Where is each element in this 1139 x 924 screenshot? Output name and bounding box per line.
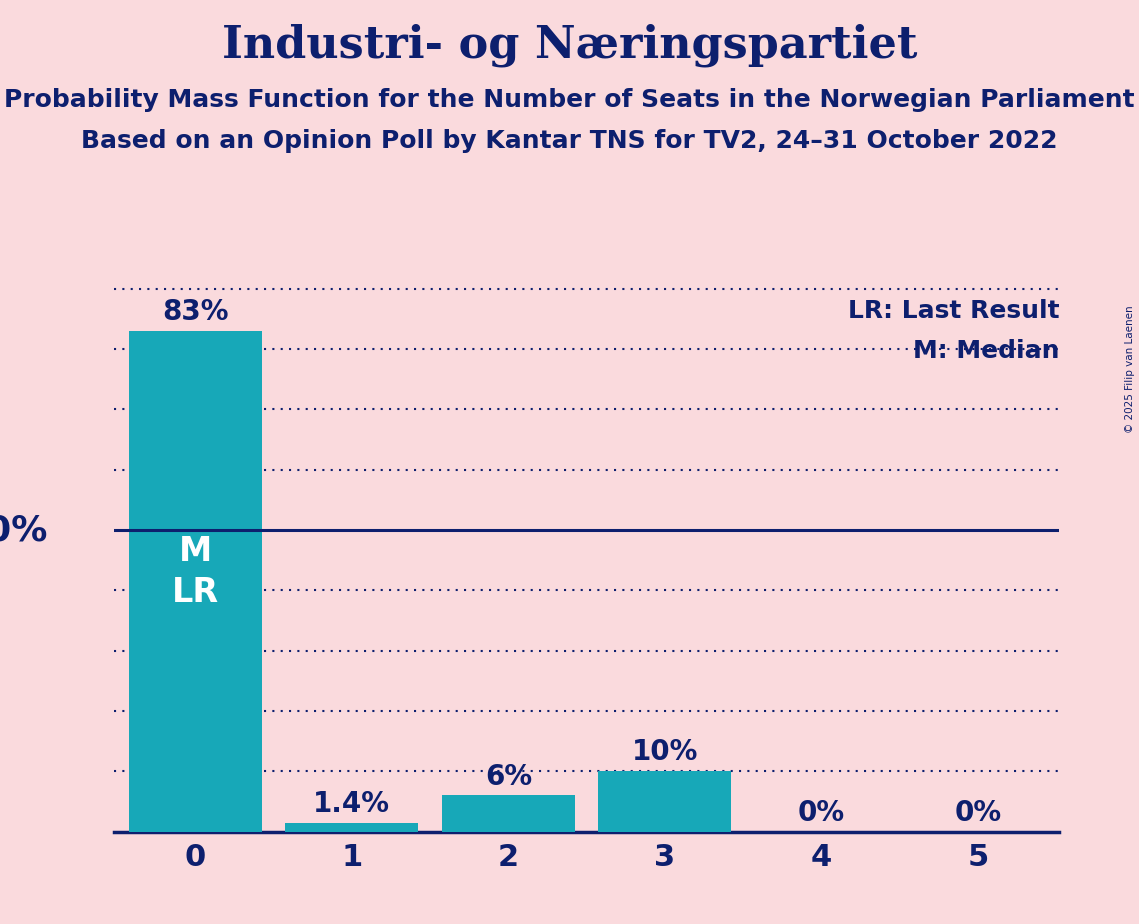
Text: Based on an Opinion Poll by Kantar TNS for TV2, 24–31 October 2022: Based on an Opinion Poll by Kantar TNS f… xyxy=(81,129,1058,153)
Text: 0%: 0% xyxy=(954,798,1001,827)
Bar xyxy=(285,823,418,832)
Text: Industri- og Næringspartiet: Industri- og Næringspartiet xyxy=(222,23,917,67)
Text: M
LR: M LR xyxy=(172,535,219,609)
Text: M: Median: M: Median xyxy=(912,339,1059,363)
Bar xyxy=(598,772,731,832)
Text: © 2025 Filip van Laenen: © 2025 Filip van Laenen xyxy=(1125,306,1134,433)
Text: Probability Mass Function for the Number of Seats in the Norwegian Parliament: Probability Mass Function for the Number… xyxy=(5,88,1134,112)
Text: 10%: 10% xyxy=(632,738,698,767)
Bar xyxy=(129,331,262,832)
Text: 83%: 83% xyxy=(162,298,229,326)
Text: 1.4%: 1.4% xyxy=(313,790,391,819)
Bar xyxy=(442,796,575,832)
Text: 50%: 50% xyxy=(0,513,48,547)
Text: 0%: 0% xyxy=(797,798,845,827)
Text: LR: Last Result: LR: Last Result xyxy=(847,298,1059,322)
Text: 6%: 6% xyxy=(485,762,532,791)
